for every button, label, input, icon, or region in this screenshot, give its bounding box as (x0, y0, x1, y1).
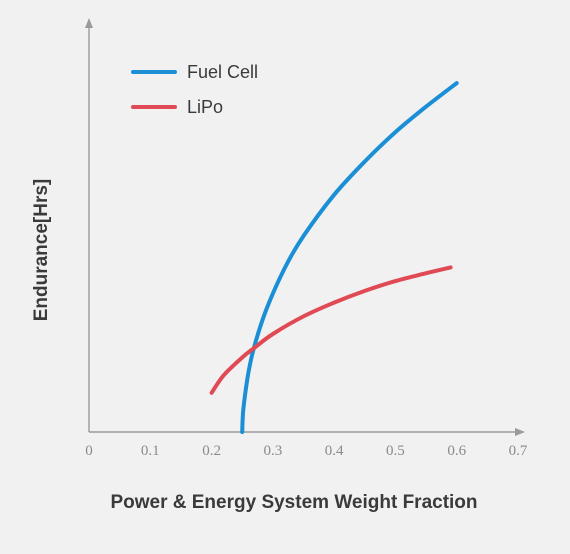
x-tick-label: 0.3 (263, 443, 282, 459)
x-tick-label: 0.7 (509, 443, 528, 459)
x-tick-label: 0.5 (386, 443, 405, 459)
legend-label-lipo: LiPo (187, 97, 223, 117)
x-tick-label: 0.6 (447, 443, 466, 459)
x-tick-label: 0.1 (141, 443, 160, 459)
series-line-lipo (209, 265, 453, 395)
legend: Fuel Cell LiPo (131, 62, 258, 117)
y-axis-arrow (85, 18, 93, 28)
series-line-fuel-cell (240, 81, 459, 434)
x-tick-label: 0 (85, 443, 93, 459)
x-axis-title: Power & Energy System Weight Fraction (110, 492, 477, 513)
x-tick-label: 0.4 (325, 443, 344, 459)
x-tick-label: 0.2 (202, 443, 221, 459)
legend-label-fuel-cell: Fuel Cell (187, 62, 258, 82)
y-axis-title: Endurance[Hrs] (31, 179, 52, 322)
series-layer (209, 81, 459, 434)
x-axis-arrow (515, 428, 525, 436)
x-tick-labels: 0 0.1 0.2 0.3 0.4 0.5 0.6 0.7 (85, 443, 528, 459)
